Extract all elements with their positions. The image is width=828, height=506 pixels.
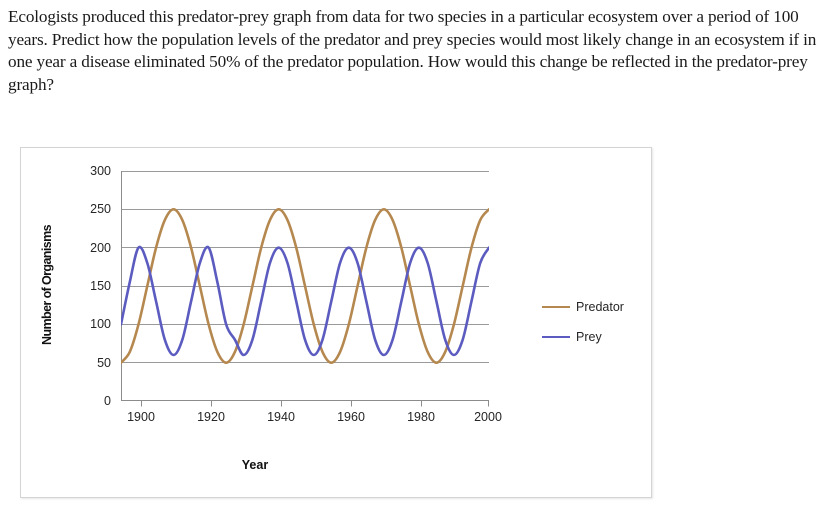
y-tick-label-300: 300 (90, 164, 111, 178)
legend-label-prey: Prey (576, 330, 602, 344)
y-tick-label-250: 250 (90, 202, 111, 217)
x-tick-label-1900: 1900 (127, 410, 155, 424)
series-line-prey (121, 245, 489, 357)
legend-label-predator: Predator (576, 300, 624, 314)
chart-legend: Predator Prey (542, 292, 642, 352)
x-axis-ticks (141, 400, 489, 407)
y-tick-label-200: 200 (90, 240, 111, 255)
x-tick-label-1940: 1940 (267, 410, 295, 424)
y-tick-label-100: 100 (90, 317, 111, 332)
question-prompt: Ecologists produced this predator-prey g… (8, 6, 826, 96)
x-axis-title: Year (241, 458, 269, 472)
y-tick-label-150: 150 (90, 279, 111, 293)
predator-prey-chart: Number of Organisms 300 250 200 150 100 … (20, 147, 652, 498)
x-tick-label-1920: 1920 (197, 410, 225, 424)
y-tick-label-50: 50 (97, 355, 111, 370)
legend-line-prey-icon (542, 336, 570, 338)
series-line-predator (121, 208, 489, 364)
plot-svg (121, 171, 489, 407)
legend-entry-prey: Prey (542, 322, 642, 352)
y-axis-title: Number of Organisms (40, 225, 54, 345)
x-tick-label-1980: 1980 (407, 410, 435, 424)
legend-line-predator-icon (542, 306, 570, 308)
y-tick-label-0: 0 (104, 394, 111, 408)
plot-area (121, 171, 489, 407)
question-paragraph: Ecologists produced this predator-prey g… (8, 7, 817, 94)
x-tick-label-2000: 2000 (474, 410, 502, 424)
gridlines (121, 171, 489, 363)
legend-entry-predator: Predator (542, 292, 642, 322)
x-tick-label-1960: 1960 (337, 410, 365, 424)
